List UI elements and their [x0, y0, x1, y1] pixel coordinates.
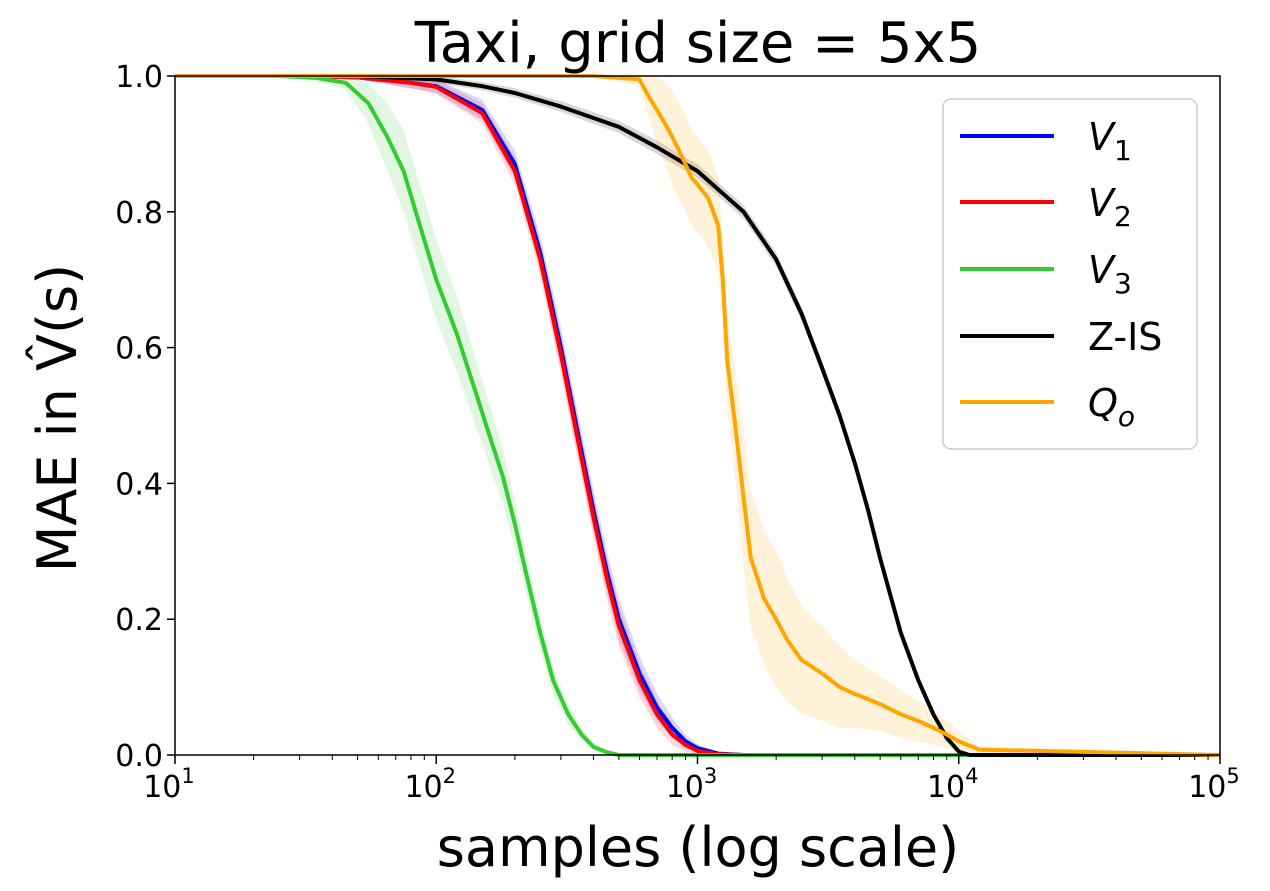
legend-label-v1: V1	[1088, 115, 1132, 167]
plot-area	[174, 74, 1221, 757]
y-tick-label: 1.0	[115, 60, 163, 95]
y-tick-label: 0.2	[115, 603, 163, 638]
chart-title: Taxi, grid size = 5x5	[414, 11, 982, 76]
x-tick-label: 105	[1188, 764, 1240, 805]
x-tick-label: 104	[927, 764, 979, 805]
line-qo	[175, 74, 1220, 757]
band-v3	[175, 74, 1220, 756]
x-axis-label: samples (log scale)	[437, 816, 959, 879]
y-axis-label: MAE in V̂(s)	[26, 264, 89, 572]
line-v3	[175, 74, 1220, 757]
line-v2	[175, 74, 1220, 757]
x-tick-label: 103	[666, 764, 718, 805]
x-tick-label: 101	[143, 764, 195, 805]
line-z-is	[175, 74, 1220, 757]
legend-label-z-is: Z-IS	[1088, 315, 1162, 359]
band-qo	[175, 74, 1220, 755]
confidence-bands	[175, 74, 1220, 756]
legend-label-qo: Qo	[1088, 381, 1135, 433]
x-axis: 101 102 103 104 105	[143, 755, 1240, 805]
y-tick-label: 0.8	[115, 196, 163, 231]
y-tick-label: 0.6	[115, 332, 163, 367]
x-tick-label: 102	[404, 764, 456, 805]
y-axis: 0.0 0.2 0.4 0.6 0.8 1.0	[115, 60, 175, 774]
legend-label-v2: V2	[1088, 181, 1132, 233]
legend-label-v3: V3	[1088, 248, 1132, 300]
y-tick-label: 0.4	[115, 467, 163, 502]
series-lines	[175, 74, 1220, 757]
y-tick-label: 0.0	[115, 739, 163, 774]
legend: V1 V2 V3 Z-IS Qo	[942, 98, 1198, 450]
legend-box	[942, 98, 1198, 450]
